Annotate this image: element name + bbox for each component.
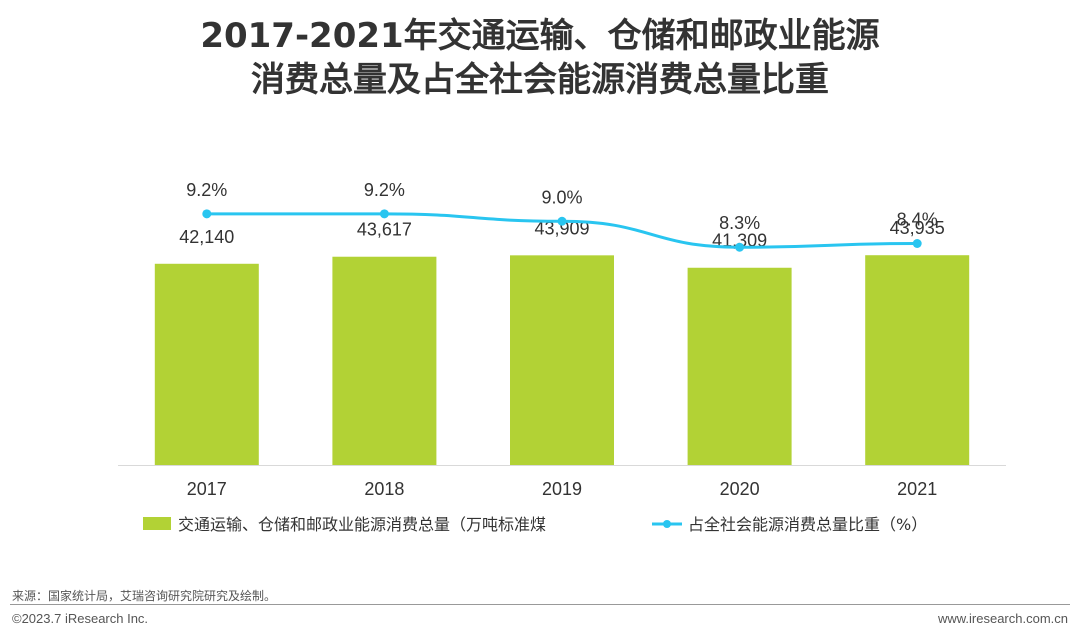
bar-value-label-2017: 42,140 [179, 227, 234, 247]
line-value-label-2017: 9.2% [186, 180, 227, 200]
bar-2021 [865, 255, 970, 465]
chart-title: 2017-2021年交通运输、仓储和邮政业能源 消费总量及占全社会能源消费总量比… [0, 14, 1080, 102]
x-tick-label-2020: 2020 [720, 479, 760, 499]
line-value-label-2019: 9.0% [541, 187, 582, 207]
x-tick-label-2018: 2018 [364, 479, 404, 499]
footer-divider [10, 604, 1070, 605]
bar-2018 [332, 256, 437, 465]
line-point-2020 [735, 242, 745, 252]
source-note: 来源：国家统计局，艾瑞咨询研究院研究及绘制。 [12, 589, 277, 603]
line-point-2019 [557, 216, 567, 226]
bar-2020 [687, 267, 792, 465]
bar-2019 [510, 255, 614, 465]
x-tick-label-2017: 2017 [187, 479, 227, 499]
line-value-label-2021: 8.4% [897, 210, 938, 230]
line-point-2021 [912, 239, 922, 248]
legend-bar-label: 交通运输、仓储和邮政业能源消费总量（万吨标准煤 [178, 515, 546, 534]
legend-bar-swatch [143, 517, 171, 530]
line-data-labels: 9.2% 9.2% 9.0% 8.3% 8.4% [186, 180, 937, 233]
bar-2017 [154, 263, 259, 465]
legend: 交通运输、仓储和邮政业能源消费总量（万吨标准煤 占全社会能源消费总量比重（%） [143, 515, 927, 534]
x-axis: 2017 2018 2019 2020 2021 [118, 465, 1006, 499]
legend-line-marker [663, 520, 671, 528]
website-url: www.iresearch.com.cn [937, 611, 1068, 626]
x-tick-label-2019: 2019 [542, 479, 582, 499]
chart-title-line-2: 消费总量及占全社会能源消费总量比重 [251, 60, 829, 100]
line-value-label-2020: 8.3% [719, 213, 760, 233]
bar-series [154, 255, 970, 465]
bar-value-label-2019: 43,909 [534, 218, 589, 238]
copyright-text: ©2023.7 iResearch Inc. [12, 611, 149, 626]
bar-value-label-2018: 43,617 [357, 220, 412, 240]
bar-value-label-2021: 43,935 [890, 218, 945, 238]
line-series [202, 209, 922, 252]
line-value-label-2018: 9.2% [364, 180, 405, 200]
x-tick-label-2021: 2021 [897, 479, 937, 499]
line-point-2018 [379, 209, 389, 219]
chart-title-line-1: 2017-2021年交通运输、仓储和邮政业能源 [200, 16, 880, 56]
line-point-2017 [202, 209, 212, 219]
legend-line-label: 占全社会能源消费总量比重（%） [688, 515, 927, 534]
